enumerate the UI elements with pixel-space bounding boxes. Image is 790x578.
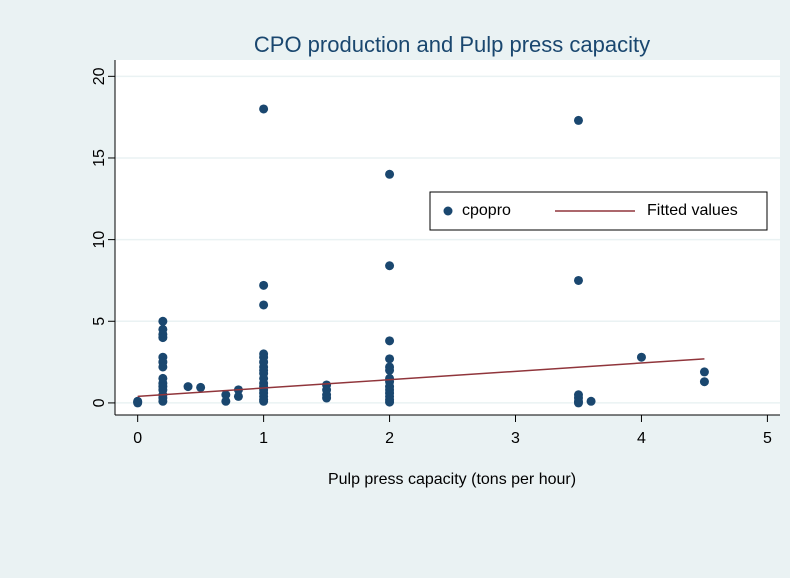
y-tick-label: 20 (91, 67, 108, 85)
x-tick-label: 4 (637, 430, 646, 447)
point (573, 398, 583, 408)
point (385, 336, 395, 346)
point (699, 377, 709, 387)
point (385, 169, 395, 179)
fit-line (137, 358, 705, 398)
point (573, 115, 583, 125)
point (158, 396, 168, 406)
legend-marker (443, 206, 453, 216)
point (636, 352, 646, 362)
x-tick-label: 0 (133, 430, 142, 447)
x-tick-label: 1 (259, 430, 268, 447)
point (573, 275, 583, 285)
point (259, 104, 269, 114)
chart-title: CPO production and Pulp press capacity (254, 32, 650, 57)
plot-area (115, 60, 780, 415)
x-axis-label: Pulp press capacity (tons per hour) (328, 471, 576, 488)
point (158, 362, 168, 372)
point (221, 390, 231, 400)
point (158, 316, 168, 326)
point (233, 391, 243, 401)
x-tick-label: 3 (511, 430, 520, 447)
point (196, 382, 206, 392)
point (221, 396, 231, 406)
point (385, 397, 395, 407)
point (158, 333, 168, 343)
y-tick-label: 5 (91, 317, 108, 326)
legend-label: cpopro (462, 202, 511, 219)
y-tick-label: 10 (91, 231, 108, 249)
point (385, 354, 395, 364)
point (385, 365, 395, 375)
y-tick-label: 0 (91, 398, 108, 407)
point (183, 382, 193, 392)
point (259, 396, 269, 406)
legend-label: Fitted values (647, 202, 738, 219)
point (133, 396, 143, 406)
x-tick-label: 2 (385, 430, 394, 447)
y-tick-label: 15 (91, 149, 108, 167)
x-tick-label: 5 (763, 430, 772, 447)
point (586, 396, 596, 406)
point (699, 367, 709, 377)
point (259, 280, 269, 290)
point (322, 393, 332, 403)
point (385, 261, 395, 271)
point (259, 300, 269, 310)
